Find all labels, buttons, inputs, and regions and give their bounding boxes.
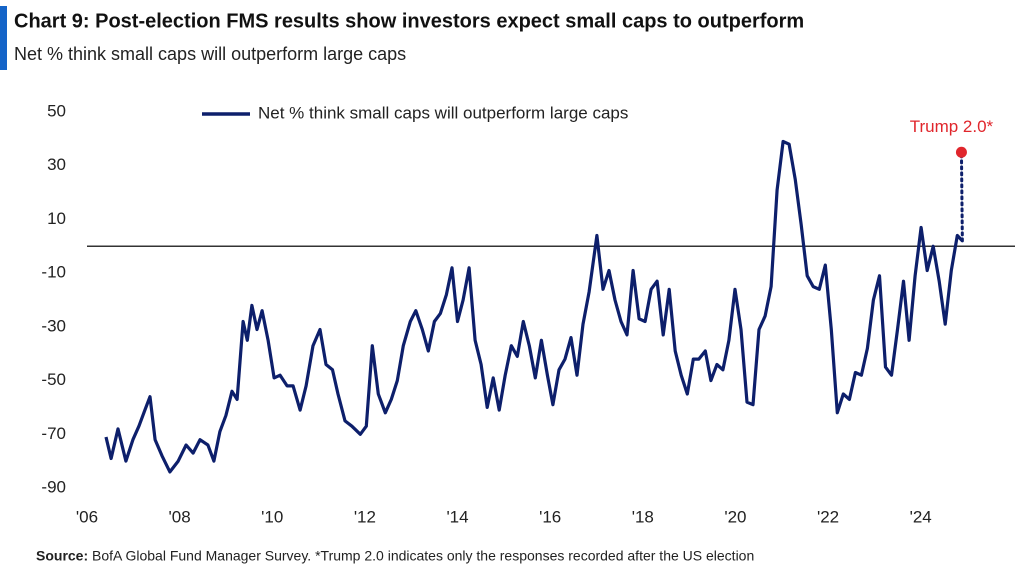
source-label: Source: xyxy=(36,548,88,564)
x-tick-label: '18 xyxy=(632,507,654,526)
y-tick-label: -30 xyxy=(41,316,66,335)
x-tick-label: '20 xyxy=(724,507,746,526)
chart-title: Chart 9: Post-election FMS results show … xyxy=(14,10,804,32)
x-tick-label: '06 xyxy=(76,507,98,526)
x-tick-label: '14 xyxy=(446,507,468,526)
title-accent xyxy=(0,6,7,70)
legend-label: Net % think small caps will outperform l… xyxy=(258,103,628,122)
x-tick-label: '08 xyxy=(169,507,191,526)
x-tick-label: '10 xyxy=(261,507,283,526)
source-note: BofA Global Fund Manager Survey. *Trump … xyxy=(92,548,754,564)
x-tick-label: '22 xyxy=(817,507,839,526)
annotation-label: Trump 2.0* xyxy=(910,117,994,136)
y-tick-label: 30 xyxy=(47,155,66,174)
y-tick-label: -50 xyxy=(41,370,66,389)
y-tick-label: 10 xyxy=(47,209,66,228)
x-tick-label: '12 xyxy=(354,507,376,526)
x-tick-label: '16 xyxy=(539,507,561,526)
chart-subtitle: Net % think small caps will outperform l… xyxy=(14,44,406,64)
x-tick-label: '24 xyxy=(910,507,932,526)
y-tick-label: -70 xyxy=(41,424,66,443)
y-tick-label: -90 xyxy=(41,477,66,496)
annotation-point xyxy=(955,146,967,158)
y-tick-label: -10 xyxy=(41,263,66,282)
annotation-connector xyxy=(959,150,964,243)
y-tick-label: 50 xyxy=(47,101,66,120)
series-line xyxy=(104,139,964,474)
